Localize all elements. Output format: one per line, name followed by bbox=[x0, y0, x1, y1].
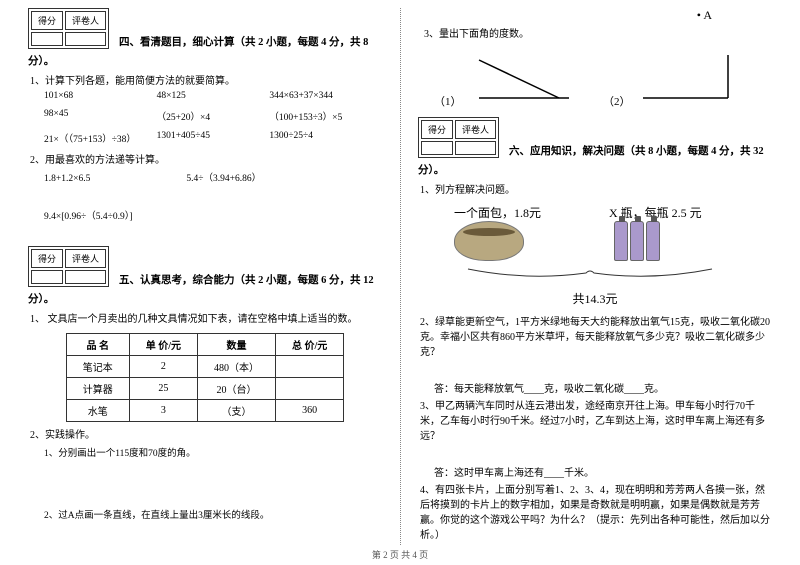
q6-1: 1、列方程解决问题。 bbox=[420, 183, 772, 198]
calc-row-2: 98×45（25+20）×4（100+153÷3）×5 bbox=[44, 109, 382, 123]
q6-2: 2、绿草能更新空气，1平方米绿地每天大约能释放出氧气15克，吸收二氧化碳20克。… bbox=[420, 315, 772, 360]
point-a: • A bbox=[418, 8, 712, 23]
score-box: 得分评卷人 bbox=[28, 8, 109, 49]
ans-3: 答：这时甲车离上海还有____千米。 bbox=[434, 464, 772, 479]
stationery-table: 品 名单 价/元数量总 价/元 笔记本2480（本） 计算器2520（台） 水笔… bbox=[66, 333, 345, 422]
bottles-icon bbox=[613, 221, 772, 265]
calc-row-3: 21×（（75+153）÷38）1301+405÷451300÷25÷4 bbox=[44, 131, 382, 145]
q4-1: 1、计算下列各题，能用简便方法的就要简算。 bbox=[30, 74, 382, 89]
q6-4: 4、有四张卡片，上面分别写着1、2、3、4，现在明明和芳芳两人各摸一张，然后将摸… bbox=[420, 483, 772, 543]
total-price: 共14.3元 bbox=[418, 290, 772, 307]
q-angles: 3、量出下面角的度数。 bbox=[424, 27, 772, 42]
q5-2b: 2、过A点画一条直线，在直线上量出3厘米长的线段。 bbox=[44, 507, 382, 521]
section-4-tail: 分）。 bbox=[28, 53, 382, 68]
score-box-6: 得分评卷人 bbox=[418, 117, 499, 158]
angle-2: （2） bbox=[603, 44, 772, 109]
q5-1: 1、 文具店一个月卖出的几种文具情况如下表，请在空格中填上适当的数。 bbox=[30, 312, 382, 327]
q4-2: 2、用最喜欢的方法递等计算。 bbox=[30, 153, 382, 168]
section-5-title: 五、认真思考，综合能力（共 2 小题，每题 6 分，共 12 bbox=[119, 272, 374, 287]
brace-icon bbox=[418, 267, 772, 286]
section-5-tail: 分）。 bbox=[28, 291, 382, 306]
score-box-5: 得分评卷人 bbox=[28, 246, 109, 287]
angle-1: （1） bbox=[434, 44, 603, 109]
q5-2: 2、实践操作。 bbox=[30, 428, 382, 443]
ans-2: 答：每天能释放氧气____克，吸收二氧化碳____克。 bbox=[434, 380, 772, 395]
section-6-title: 六、应用知识，解决问题（共 8 小题，每题 4 分，共 32 bbox=[509, 143, 764, 158]
calc-row-1: 101×6848×125344×63+37×344 bbox=[44, 91, 382, 101]
bread-icon bbox=[454, 221, 524, 261]
page-footer: 第 2 页 共 4 页 bbox=[0, 548, 800, 561]
calc-row-5: 9.4×[0.96÷（5.4÷0.9）] bbox=[44, 208, 382, 222]
q5-2a: 1、分别画出一个115度和70度的角。 bbox=[44, 445, 382, 459]
calc-row-4: 1.8+1.2×6.5 5.4÷（3.94+6.86） bbox=[44, 170, 382, 184]
section-6-tail: 分）。 bbox=[418, 162, 772, 177]
q6-3: 3、甲乙两辆汽车同时从连云港出发，途经南京开往上海。甲车每小时行70千米，乙车每… bbox=[420, 399, 772, 444]
column-divider bbox=[400, 8, 401, 545]
section-4-title: 四、看清题目，细心计算（共 2 小题，每题 4 分，共 8 bbox=[119, 34, 368, 49]
bread-row: 一个面包，1.8元 X 瓶，每瓶 2.5 元 bbox=[434, 204, 772, 265]
